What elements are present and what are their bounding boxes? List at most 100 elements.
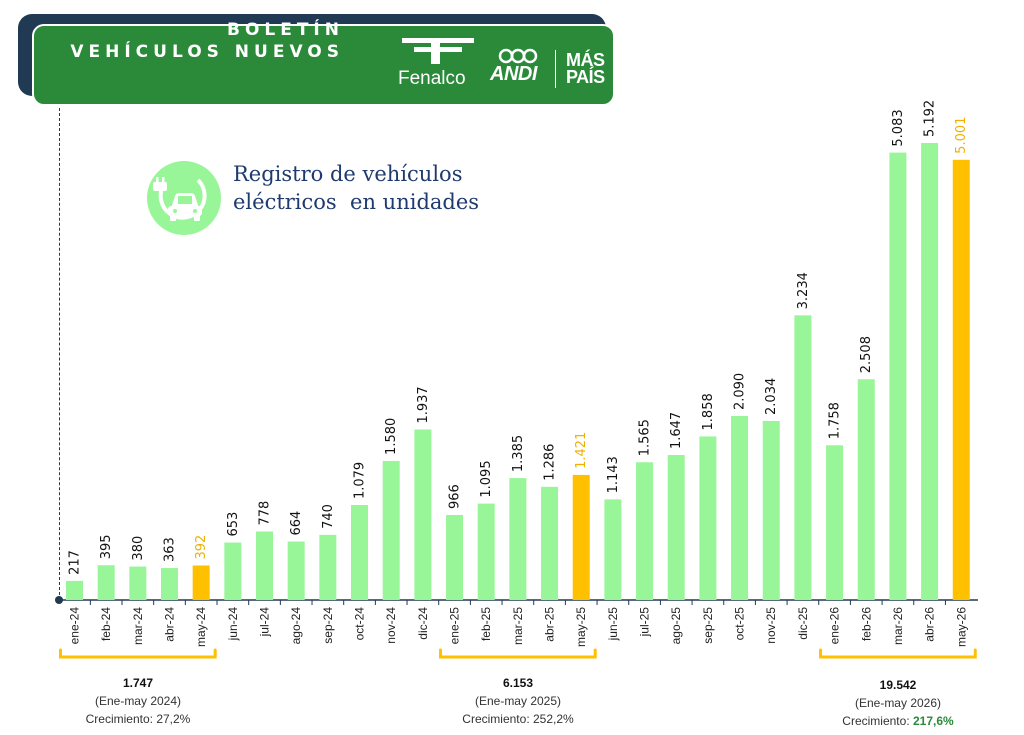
bar-may-26 [952, 159, 970, 600]
growth-label: Crecimiento: [462, 712, 533, 726]
growth-value: 252,2% [532, 712, 574, 726]
x-tick-label: nov-25 [764, 607, 778, 644]
summary-total: 1.747 [122, 676, 154, 690]
bar-ene-26 [826, 445, 844, 600]
bar-jun-25 [604, 499, 622, 600]
data-label: 5.192 [923, 100, 938, 137]
data-label: 392 [194, 535, 209, 560]
bracket-2024 [59, 648, 217, 659]
bar-ene-25 [446, 514, 464, 600]
summary-growth: Crecimiento: 252,2% [428, 710, 608, 728]
bar-feb-24 [97, 565, 115, 600]
bar-oct-25 [731, 416, 749, 600]
header-banner [32, 24, 615, 106]
x-tick-label: dic-25 [796, 607, 810, 640]
data-label: 664 [289, 511, 304, 536]
x-tick-label: jun-25 [606, 607, 620, 642]
summary-period: (Ene-may 2026) [854, 696, 942, 710]
fenalco-logo-text: Fenalco [398, 68, 466, 89]
x-tick-label: ene-26 [828, 607, 842, 645]
summary-growth: Crecimiento: 217,6% [808, 712, 988, 730]
data-label: 2.508 [859, 336, 874, 373]
x-tick-label: oct-25 [733, 607, 747, 641]
bar-nov-25 [762, 420, 780, 600]
x-tick-label: jul-24 [258, 607, 272, 638]
bar-may-24 [192, 565, 210, 600]
summary-total: 6.153 [502, 676, 534, 690]
axis-origin-dot [55, 596, 63, 604]
x-tick-label: sep-25 [701, 607, 715, 644]
data-label: 740 [321, 504, 336, 529]
bar-dic-24 [414, 429, 432, 600]
bar-ago-24 [287, 541, 305, 600]
data-label: 2.090 [733, 373, 748, 410]
growth-label: Crecimiento: [842, 714, 913, 728]
bar-sep-25 [699, 436, 717, 600]
andi-logo-icon [498, 48, 538, 64]
x-tick-label: mar-25 [511, 607, 525, 645]
mas-pais-logo: MÁS PAÍS [566, 51, 605, 87]
data-label: 1.758 [828, 402, 843, 439]
data-label: 2.034 [764, 378, 779, 415]
data-label: 1.565 [638, 419, 653, 456]
bar-dic-25 [794, 315, 812, 600]
data-label: 1.286 [543, 444, 558, 481]
data-label: 1.385 [511, 435, 526, 472]
growth-value: 27,2% [156, 712, 191, 726]
summary-2024: 1.747 (Ene-may 2024) Crecimiento: 27,2% [48, 674, 228, 728]
x-tick-label: feb-26 [859, 607, 873, 641]
x-tick-label: ene-24 [68, 607, 82, 645]
x-tick-label: oct-24 [353, 607, 367, 641]
fenalco-logo-icon [402, 38, 474, 64]
andi-logo-text: ANDI [490, 63, 537, 85]
bar-feb-26 [857, 379, 875, 600]
bar-abr-25 [541, 486, 559, 600]
x-tick-label: mar-24 [131, 607, 145, 645]
data-label: 5.001 [954, 117, 969, 154]
bracket-2026 [819, 648, 977, 659]
summary-2026: 19.542 (Ene-may 2026) Crecimiento: 217,6… [808, 676, 988, 730]
x-tick-label: feb-25 [479, 607, 493, 641]
summary-2025: 6.153 (Ene-may 2025) Crecimiento: 252,2% [428, 674, 608, 728]
x-tick-label: nov-24 [384, 607, 398, 644]
x-tick-label: ago-25 [669, 607, 683, 645]
x-tick-label: abr-25 [543, 607, 557, 642]
bar-jun-24 [224, 542, 242, 600]
x-tick-label: dic-24 [416, 607, 430, 640]
data-label: 3.234 [796, 272, 811, 309]
bar-jul-24 [256, 531, 274, 600]
data-label: 1.095 [479, 460, 494, 497]
summary-period: (Ene-may 2024) [94, 694, 182, 708]
data-label: 1.858 [701, 393, 716, 430]
chart-subtitle: Registro de vehículos eléctricos en unid… [233, 162, 480, 214]
data-label: 778 [258, 501, 273, 526]
data-label: 1.580 [384, 418, 399, 455]
bar-abr-26 [921, 143, 939, 600]
data-label: 1.937 [416, 386, 431, 423]
data-label: 217 [68, 550, 83, 575]
bar-ago-25 [667, 455, 685, 600]
data-label: 1.079 [353, 462, 368, 499]
bar-sep-24 [319, 534, 337, 600]
x-tick-label: jul-25 [638, 607, 652, 638]
bar-jul-25 [636, 462, 654, 600]
x-tick-label: may-26 [954, 607, 968, 647]
x-tick-label: may-24 [194, 607, 208, 647]
mas-pais-logo-line2: PAÍS [566, 67, 605, 87]
bar-nov-24 [382, 460, 400, 600]
bar-feb-25 [477, 503, 495, 600]
bar-mar-25 [509, 478, 527, 600]
summary-total: 19.542 [879, 678, 917, 692]
summary-growth: Crecimiento: 27,2% [48, 710, 228, 728]
x-tick-label: feb-24 [99, 607, 113, 641]
summary-period: (Ene-may 2025) [474, 694, 562, 708]
x-tick-label: mar-26 [891, 607, 905, 645]
electric-car-icon [147, 161, 221, 235]
bar-may-25 [572, 474, 590, 600]
data-label: 363 [163, 537, 178, 562]
bulletin-title: BOLETÍN [226, 20, 344, 40]
x-tick-label: ene-25 [448, 607, 462, 645]
timeline-dashed-line [59, 108, 60, 600]
data-label: 966 [448, 484, 463, 509]
